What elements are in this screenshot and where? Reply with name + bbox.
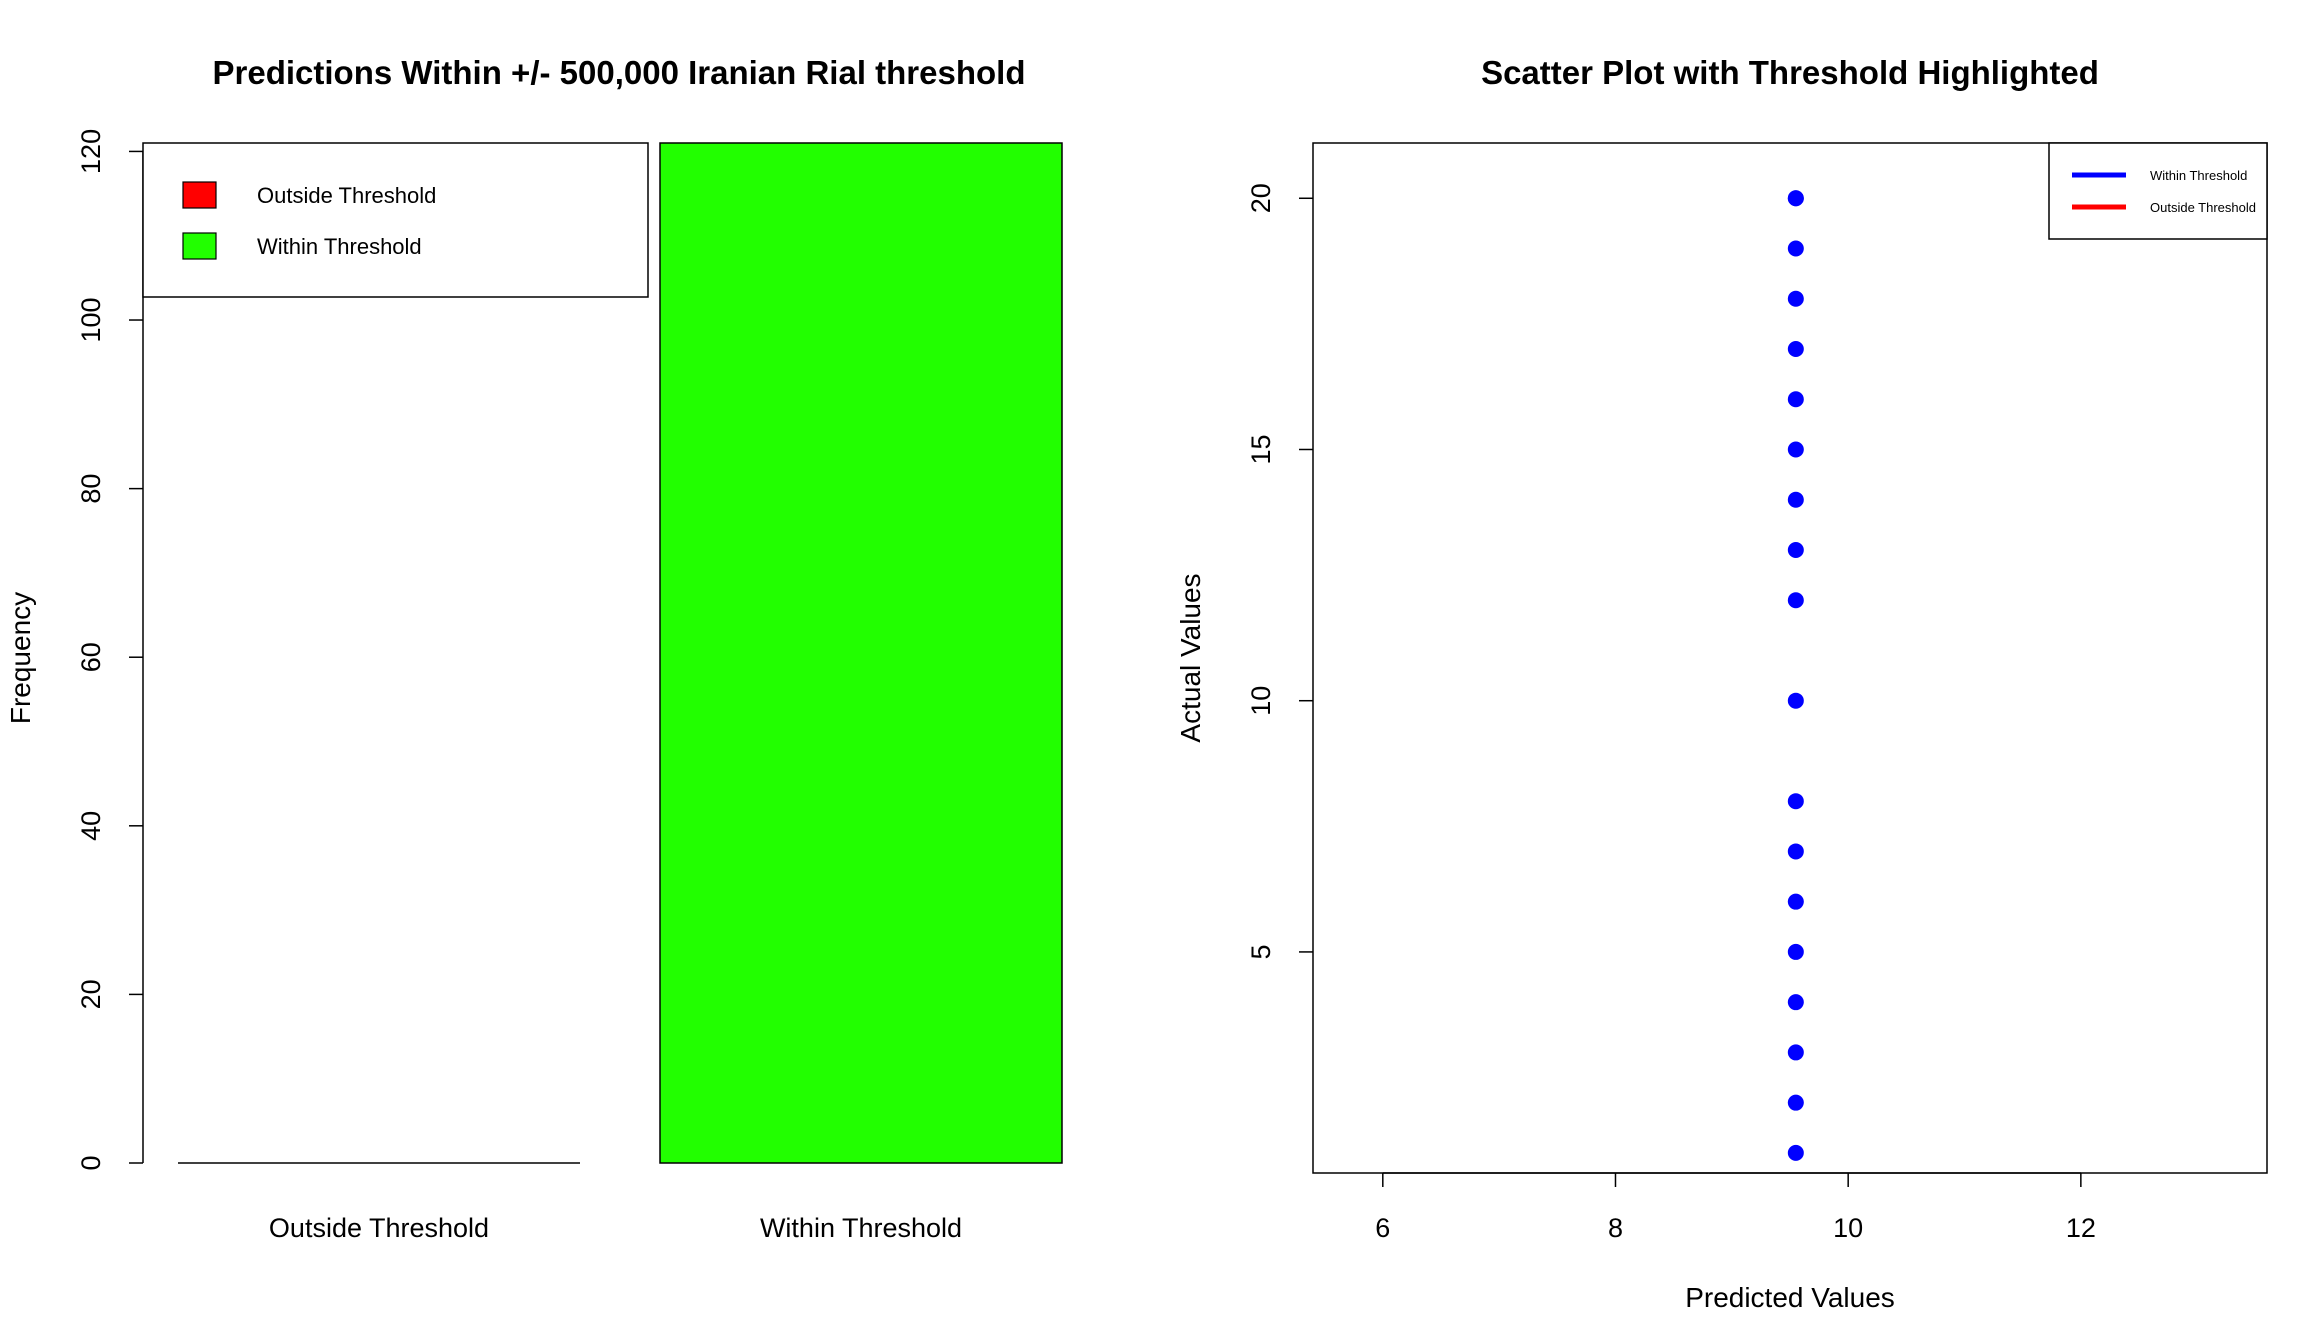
scatter-chart: Scatter Plot with Threshold Highlighted 6… [1175, 54, 2268, 1313]
bar-legend-swatch [182, 232, 217, 260]
scatter-point [1787, 793, 1804, 810]
bar-chart-title: Predictions Within +/- 500,000 Iranian R… [213, 54, 1026, 91]
scatter-point [1787, 190, 1804, 207]
scatter-point [1787, 491, 1804, 508]
scatter-point [1787, 893, 1804, 910]
scatter-y-tick-label: 20 [1246, 183, 1276, 213]
bar-y-tick-label: 60 [76, 642, 106, 672]
scatter-y-tick-label: 10 [1246, 686, 1276, 716]
scatter-x-tick-label: 12 [2066, 1213, 2096, 1243]
scatter-x-tick-label: 10 [1833, 1213, 1863, 1243]
scatter-point [1787, 541, 1804, 558]
scatter-x-tick-label: 8 [1608, 1213, 1623, 1243]
scatter-point [1787, 441, 1804, 458]
scatter-point [1787, 290, 1804, 307]
scatter-point [1787, 1044, 1804, 1061]
bar-y-axis-label: Frequency [5, 592, 36, 724]
bar-category-label: Within Threshold [760, 1213, 962, 1243]
bar-1 [659, 142, 1063, 1164]
bar-legend-label: Within Threshold [257, 234, 422, 259]
scatter-legend-label: Within Threshold [2150, 168, 2247, 183]
scatter-legend-label: Outside Threshold [2150, 200, 2256, 215]
bar-y-tick-label: 80 [76, 474, 106, 504]
scatter-point [1787, 592, 1804, 609]
scatter-point [1787, 943, 1804, 960]
bar-legend-swatch [182, 181, 217, 209]
scatter-point [1787, 994, 1804, 1011]
scatter-point [1787, 240, 1804, 257]
bar-y-tick-label: 40 [76, 811, 106, 841]
scatter-y-axis-label: Actual Values [1175, 573, 1206, 742]
scatter-y-tick-label: 5 [1246, 944, 1276, 959]
scatter-point [1787, 1094, 1804, 1111]
bar-legend-box [142, 142, 649, 298]
scatter-point [1787, 692, 1804, 709]
scatter-point [1787, 1144, 1804, 1161]
scatter-y-tick-label: 15 [1246, 434, 1276, 464]
scatter-point [1787, 391, 1804, 408]
scatter-x-axis-label: Predicted Values [1685, 1282, 1895, 1313]
scatter-legend-box [2048, 142, 2268, 240]
bar-category-label: Outside Threshold [269, 1213, 489, 1243]
scatter-point [1787, 341, 1804, 357]
scatter-point [1787, 843, 1804, 860]
scatter-x-tick-label: 6 [1375, 1213, 1390, 1243]
bar-y-tick-label: 20 [76, 979, 106, 1009]
bar-y-tick-label: 100 [76, 297, 106, 342]
bar-y-tick-label: 120 [76, 129, 106, 174]
scatter-chart-title: Scatter Plot with Threshold Highlighted [1481, 54, 2099, 91]
bar-legend-label: Outside Threshold [257, 183, 436, 208]
bar-chart: Predictions Within +/- 500,000 Iranian R… [5, 54, 1063, 1243]
bar-y-tick-label: 0 [76, 1155, 106, 1170]
